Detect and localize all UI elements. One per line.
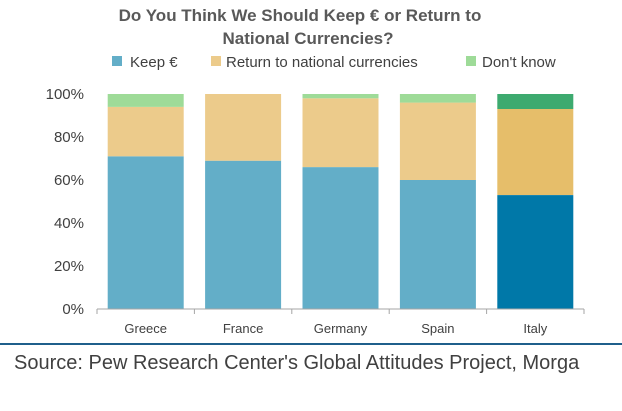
y-tick-label: 20% (54, 258, 84, 275)
x-label-spain: Spain (421, 321, 454, 336)
y-tick-label: 60% (54, 172, 84, 189)
bar-greece-keep (107, 156, 184, 309)
y-tick-label: 40% (54, 215, 84, 232)
bar-italy-keep (497, 195, 574, 309)
bar-greece-return-to-national-currencies (107, 106, 184, 157)
bar-france-return-to-national-currencies (205, 94, 282, 161)
chart-title-line-2: National Currencies? (223, 29, 394, 48)
bar-germany-don-t-know (302, 94, 379, 99)
bar-spain-don-t-know (399, 94, 476, 103)
source-divider (0, 343, 622, 345)
y-tick-label: 100% (46, 86, 84, 103)
x-axis-labels: Greece France Germany Spain Italy (124, 321, 547, 336)
y-tick-label: 0% (62, 301, 84, 318)
bar-germany-keep (302, 167, 379, 309)
legend-label-return: Return to national currencies (226, 54, 418, 71)
chart-title-line-1: Do You Think We Should Keep € or Return … (119, 6, 482, 25)
bar-italy-don-t-know (497, 94, 574, 109)
stacked-bar-chart: Do You Think We Should Keep € or Return … (46, 6, 585, 336)
legend-label-dont-know: Don't know (482, 54, 556, 71)
bar-greece-don-t-know (107, 94, 184, 107)
bars (107, 94, 574, 309)
bar-france-keep (205, 160, 282, 309)
bar-italy-return-to-national-currencies (497, 109, 574, 195)
x-label-greece: Greece (124, 321, 167, 336)
bar-spain-return-to-national-currencies (399, 102, 476, 180)
x-label-france: France (223, 321, 263, 336)
x-label-italy: Italy (523, 321, 547, 336)
legend-swatch-return (211, 56, 221, 66)
legend-label-keep: Keep € (130, 54, 178, 71)
bar-germany-return-to-national-currencies (302, 98, 379, 168)
legend: Keep € Return to national currencies Don… (112, 54, 556, 71)
x-axis-tick-marks (96, 309, 585, 314)
y-axis-ticks: 0% 20% 40% 60% 80% 100% (46, 86, 84, 318)
bar-spain-keep (399, 180, 476, 309)
legend-swatch-dont-know (466, 56, 476, 66)
x-label-germany: Germany (314, 321, 368, 336)
legend-swatch-keep (112, 56, 122, 66)
source-note: Source: Pew Research Center's Global Att… (14, 352, 580, 374)
y-tick-label: 80% (54, 129, 84, 146)
